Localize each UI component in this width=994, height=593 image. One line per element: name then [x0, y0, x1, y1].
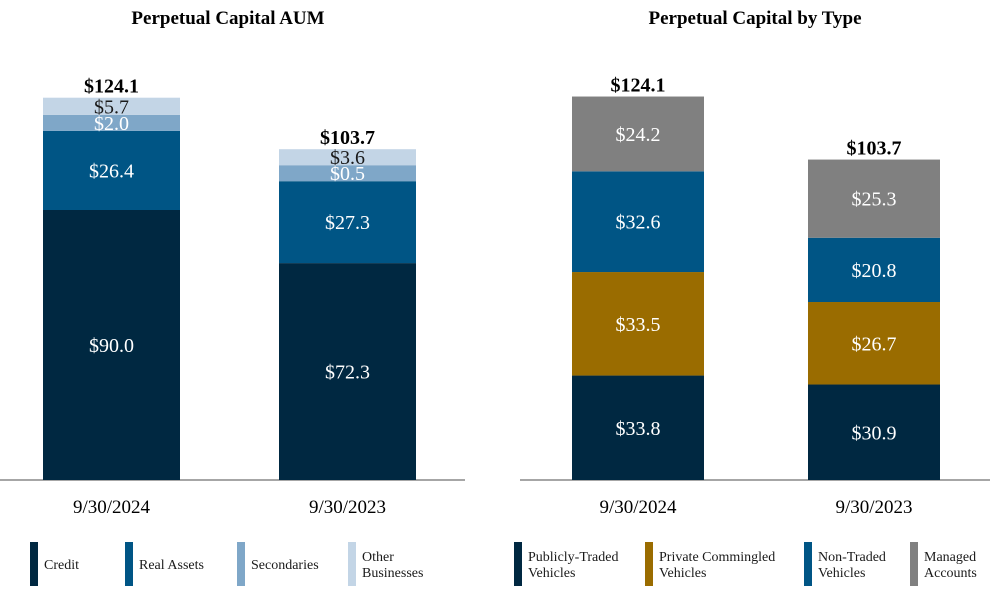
chart-title: Perpetual Capital by Type: [648, 8, 861, 29]
x-tick-label: 9/30/2023: [835, 497, 912, 518]
data-label: $33.8: [616, 418, 661, 440]
total-label: $103.7: [847, 138, 902, 160]
x-tick-label: 9/30/2024: [73, 497, 151, 518]
data-label: $27.3: [325, 212, 370, 234]
data-label: $2.0: [94, 113, 129, 135]
bar-segment: [279, 149, 416, 166]
x-tick-label: 9/30/2024: [599, 497, 677, 518]
legend-swatch: [645, 542, 653, 586]
bar-segment: [808, 159, 940, 238]
legend-item: Publicly-Traded Vehicles: [514, 542, 618, 586]
data-label: $26.4: [89, 160, 134, 182]
legend-swatch: [125, 542, 133, 586]
legend-item: Real Assets: [125, 542, 204, 586]
bar-segment: [43, 210, 180, 480]
legend-label-line: Vehicles: [528, 566, 575, 581]
data-label: $3.6: [330, 147, 365, 169]
data-label: $25.3: [852, 189, 897, 211]
legend-label-line: Businesses: [362, 566, 423, 581]
bar-segment: [43, 130, 180, 210]
legend-label: Non-Traded Vehicles: [818, 550, 886, 581]
legend-item: Secondaries: [237, 542, 319, 586]
chart-1: Perpetual Capital AUM$90.0$26.4$2.0$5.7$…: [0, 8, 465, 586]
legend-label-line: Publicly-Traded: [528, 550, 618, 565]
bar-segment: [43, 114, 180, 131]
bar-segment: [572, 375, 704, 480]
data-label: $24.2: [616, 124, 661, 146]
bar-segment: [572, 171, 704, 273]
total-label: $124.1: [84, 76, 139, 98]
total-label: $103.7: [320, 127, 375, 149]
legend-item: Managed Accounts: [910, 542, 977, 586]
data-label: $33.5: [616, 314, 661, 336]
legend-label-line: Vehicles: [659, 566, 706, 581]
legend-label-line: Private Commingled: [659, 550, 775, 565]
data-label: $5.7: [94, 96, 129, 118]
bar-segment: [808, 302, 940, 385]
data-label: $90.0: [89, 335, 134, 357]
data-label: $30.9: [852, 422, 897, 444]
legend-label-line: Other: [362, 550, 394, 565]
legend-label: Real Assets: [139, 558, 204, 573]
bar-segment: [279, 263, 416, 480]
legend-label-line: Managed: [924, 550, 976, 565]
legend-label: Credit: [44, 558, 79, 573]
legend-label: Private Commingled Vehicles: [659, 550, 775, 581]
legend-swatch: [514, 542, 522, 586]
total-label: $124.1: [611, 75, 666, 97]
bar-segment: [279, 165, 416, 182]
legend-label: Publicly-Traded Vehicles: [528, 550, 618, 581]
legend-item: Credit: [30, 542, 79, 586]
legend-label: Managed Accounts: [924, 550, 977, 581]
data-label: $26.7: [852, 333, 897, 355]
legend-label-line: Vehicles: [818, 566, 865, 581]
legend-swatch: [910, 542, 918, 586]
legend-label: Secondaries: [251, 558, 319, 573]
legend-label-line: Non-Traded: [818, 550, 886, 565]
bar-segment: [572, 96, 704, 172]
legend-item: Private Commingled Vehicles: [645, 542, 775, 586]
legend-swatch: [237, 542, 245, 586]
bar-segment: [808, 237, 940, 303]
legend-swatch: [30, 542, 38, 586]
data-label: $0.5: [330, 163, 365, 185]
bar-segment: [572, 272, 704, 376]
legend-item: Other Businesses: [348, 542, 423, 586]
legend-item: Non-Traded Vehicles: [804, 542, 886, 586]
data-label: $32.6: [616, 212, 661, 234]
bar-segment: [808, 384, 940, 480]
legend-swatch: [348, 542, 356, 586]
x-tick-label: 9/30/2023: [309, 497, 386, 518]
data-label: $20.8: [852, 260, 897, 282]
data-label: $72.3: [325, 362, 370, 384]
bar-segment: [43, 97, 180, 115]
chart-title: Perpetual Capital AUM: [131, 8, 324, 29]
legend-swatch: [804, 542, 812, 586]
legend-label: Other Businesses: [362, 550, 423, 581]
legend-label-line: Accounts: [924, 566, 977, 581]
bar-segment: [279, 181, 416, 264]
chart-2: Perpetual Capital by Type $33.8 $33.5 $32.6…: [514, 8, 990, 586]
